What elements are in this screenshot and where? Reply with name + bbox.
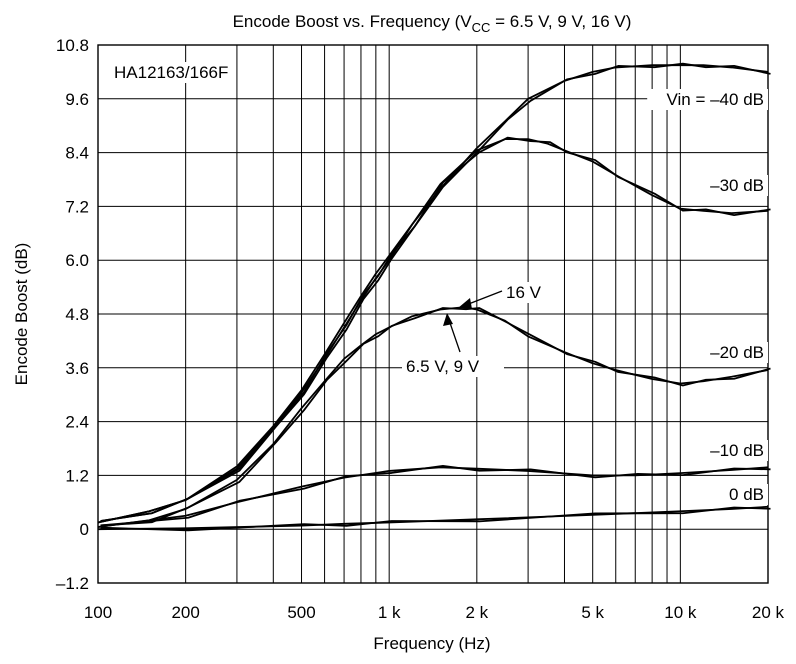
x-tick-label: 10 k xyxy=(664,603,697,622)
y-tick-label: 7.2 xyxy=(65,197,89,216)
series-label-30db-bg xyxy=(703,175,768,196)
y-tick-label: 10.8 xyxy=(56,36,89,55)
part-number-label: HA12163/166F xyxy=(114,63,228,82)
arrow-16v-line xyxy=(465,290,503,306)
y-tick-label: 8.4 xyxy=(65,144,89,163)
series-label-0db-bg xyxy=(722,484,768,505)
series-line-alt xyxy=(100,307,771,527)
series-line-alt xyxy=(100,62,771,522)
y-tick-label: 2.4 xyxy=(65,413,89,432)
series-label-0db: 0 dB xyxy=(729,485,764,504)
series-line-alt xyxy=(100,464,771,527)
y-axis-title: Encode Boost (dB) xyxy=(12,243,31,386)
part-number-label-bg xyxy=(110,62,231,83)
x-tick-label: 500 xyxy=(287,603,315,622)
plot-frame xyxy=(97,44,769,584)
series-label-20db: –20 dB xyxy=(710,343,764,362)
x-tick-label: 2 k xyxy=(465,603,488,622)
y-tick-label: 0 xyxy=(80,520,89,539)
series-label-30db: –30 dB xyxy=(710,176,764,195)
chart-title: Encode Boost vs. Frequency (VCC = 6.5 V,… xyxy=(233,12,632,35)
series-line xyxy=(97,64,769,524)
series-label-10db-bg xyxy=(703,440,768,461)
x-tick-label: 1 k xyxy=(378,603,401,622)
label-6-5v-9v-bg xyxy=(402,356,504,377)
y-tick-label: 6.0 xyxy=(65,251,89,270)
x-tick-label: 100 xyxy=(84,603,112,622)
y-tick-labels: 10.8 9.6 8.4 7.2 6.0 4.8 3.6 2.4 1.2 0 –1.2 xyxy=(56,36,89,593)
series-label-vin-40db-bg xyxy=(647,89,768,110)
annotations: HA12163/166F Vin = –40 dB –30 dB –20 dB –10 … xyxy=(110,62,768,505)
arrow-6-5v-9v-head xyxy=(443,313,453,326)
y-tick-label: 4.8 xyxy=(65,305,89,324)
arrow-16v-head xyxy=(458,298,472,309)
series-lines xyxy=(97,62,771,532)
y-tick-label: 1.2 xyxy=(65,466,89,485)
x-tick-label: 20 k xyxy=(752,603,785,622)
y-tick-label: 3.6 xyxy=(65,359,89,378)
series-label-vin-40db: Vin = –40 dB xyxy=(666,90,764,109)
series-line xyxy=(97,138,769,524)
y-tick-label: –1.2 xyxy=(56,574,89,593)
y-tick-label: 9.6 xyxy=(65,90,89,109)
label-16v-bg xyxy=(502,282,548,303)
x-tick-label: 5 k xyxy=(581,603,604,622)
series-label-10db: –10 dB xyxy=(710,441,764,460)
series-line-alt xyxy=(100,136,771,522)
x-axis-title: Frequency (Hz) xyxy=(373,634,490,653)
label-6-5v-9v: 6.5 V, 9 V xyxy=(406,357,480,376)
label-16v: 16 V xyxy=(506,283,542,302)
series-label-20db-bg xyxy=(703,342,768,363)
series-line-alt xyxy=(100,506,771,532)
x-tick-labels: 100 200 500 1 k 2 k 5 k 10 k 20 k xyxy=(84,603,785,622)
arrow-6-5v-9v-line xyxy=(448,319,461,353)
x-tick-label: 200 xyxy=(171,603,199,622)
